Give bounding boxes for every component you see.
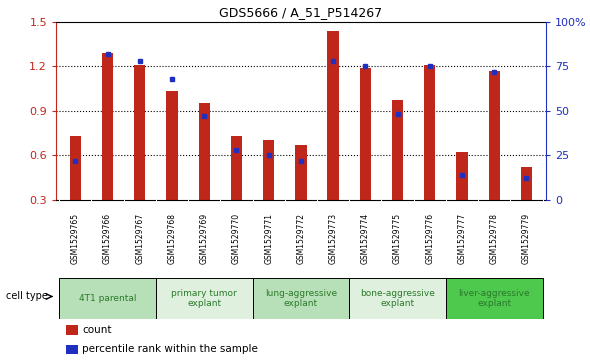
Text: GSM1529776: GSM1529776 bbox=[425, 213, 434, 264]
Text: bone-aggressive
explant: bone-aggressive explant bbox=[360, 289, 435, 308]
Text: liver-aggressive
explant: liver-aggressive explant bbox=[458, 289, 530, 308]
Text: GSM1529779: GSM1529779 bbox=[522, 213, 531, 264]
Bar bbox=[424, 65, 435, 200]
Text: GSM1529773: GSM1529773 bbox=[329, 213, 337, 264]
Text: 4T1 parental: 4T1 parental bbox=[79, 294, 136, 303]
Bar bbox=[360, 68, 371, 200]
Bar bbox=[70, 136, 81, 200]
Bar bbox=[253, 278, 349, 319]
Text: lung-aggressive
explant: lung-aggressive explant bbox=[265, 289, 337, 308]
Bar bbox=[199, 103, 210, 200]
Bar bbox=[102, 53, 113, 200]
Text: GSM1529772: GSM1529772 bbox=[296, 213, 306, 264]
Text: percentile rank within the sample: percentile rank within the sample bbox=[83, 344, 258, 355]
Text: GSM1529769: GSM1529769 bbox=[200, 213, 209, 264]
Text: GSM1529774: GSM1529774 bbox=[361, 213, 370, 264]
Bar bbox=[456, 152, 468, 200]
Bar bbox=[66, 325, 78, 335]
Bar bbox=[166, 91, 178, 200]
Text: GSM1529777: GSM1529777 bbox=[457, 213, 467, 264]
Bar bbox=[263, 140, 274, 200]
Text: primary tumor
explant: primary tumor explant bbox=[171, 289, 237, 308]
Title: GDS5666 / A_51_P514267: GDS5666 / A_51_P514267 bbox=[219, 6, 382, 19]
Bar bbox=[66, 345, 78, 354]
Bar bbox=[489, 71, 500, 200]
Text: GSM1529775: GSM1529775 bbox=[393, 213, 402, 264]
Text: GSM1529765: GSM1529765 bbox=[71, 213, 80, 264]
Text: GSM1529778: GSM1529778 bbox=[490, 213, 499, 264]
Text: cell type: cell type bbox=[6, 291, 48, 302]
Bar bbox=[446, 278, 543, 319]
Bar bbox=[327, 30, 339, 200]
Bar bbox=[521, 167, 532, 200]
Text: GSM1529770: GSM1529770 bbox=[232, 213, 241, 264]
Bar bbox=[59, 278, 156, 319]
Bar bbox=[295, 145, 307, 200]
Bar bbox=[156, 278, 253, 319]
Text: count: count bbox=[83, 325, 112, 335]
Text: GSM1529766: GSM1529766 bbox=[103, 213, 112, 264]
Text: GSM1529767: GSM1529767 bbox=[135, 213, 145, 264]
Bar bbox=[134, 65, 146, 200]
Text: GSM1529771: GSM1529771 bbox=[264, 213, 273, 264]
Bar bbox=[231, 136, 242, 200]
Text: GSM1529768: GSM1529768 bbox=[168, 213, 176, 264]
Bar bbox=[392, 100, 403, 200]
Bar bbox=[349, 278, 446, 319]
